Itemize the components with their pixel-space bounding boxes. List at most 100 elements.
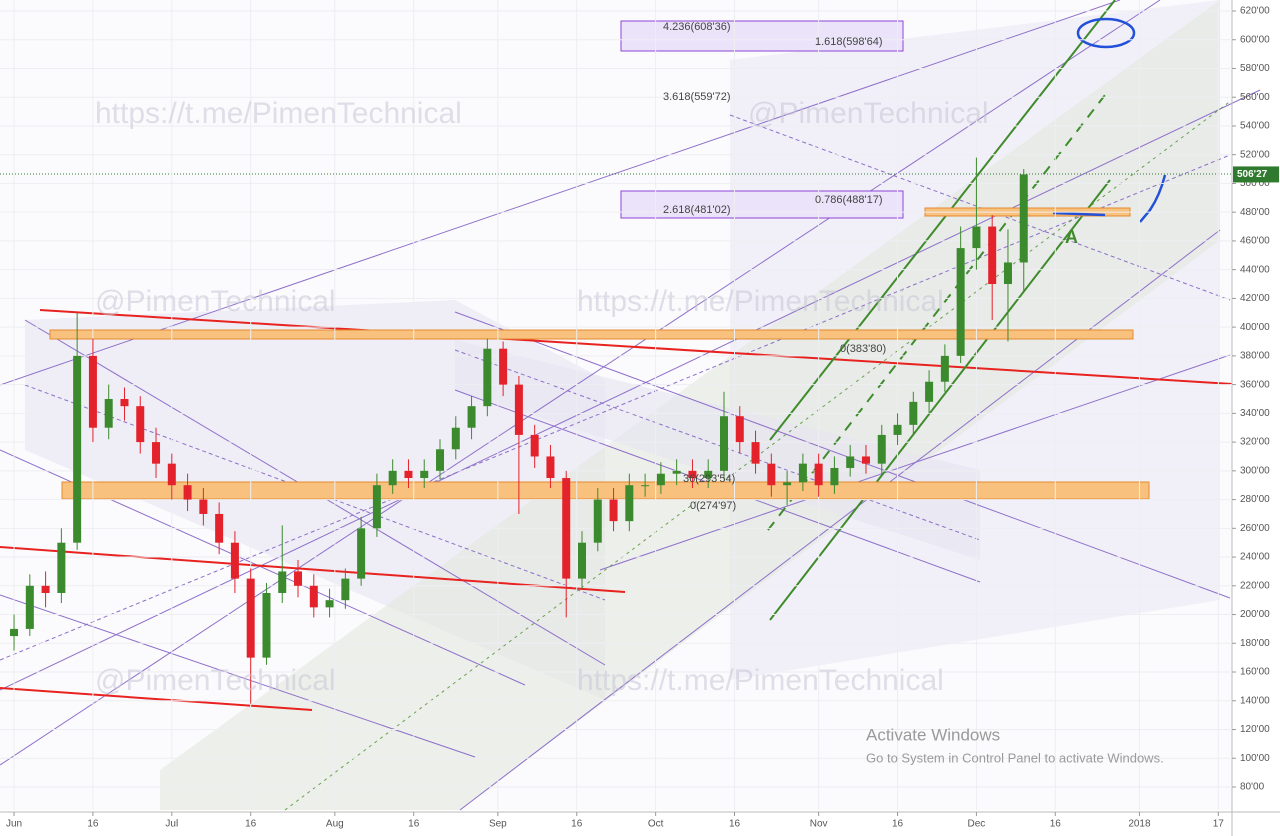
candle-body	[215, 513, 224, 543]
x-tick-label: Nov	[810, 819, 828, 830]
candle-body	[578, 542, 587, 579]
y-tick-label: 80'00	[1240, 782, 1265, 793]
x-tick-label: Aug	[326, 819, 344, 830]
candle-body	[656, 473, 665, 486]
y-tick-label: 400'00	[1240, 322, 1270, 333]
candle-body	[309, 585, 318, 608]
y-tick-label: 540'00	[1240, 121, 1270, 132]
y-tick-label: 320'00	[1240, 437, 1270, 448]
notice-title: Activate Windows	[866, 725, 1000, 744]
candle-body	[972, 226, 981, 249]
y-tick-label: 160'00	[1240, 667, 1270, 678]
y-tick-label: 120'00	[1240, 724, 1270, 735]
fib-label: 3.618(559'72)	[663, 91, 731, 103]
candle-body	[814, 463, 823, 486]
y-tick-label: 480'00	[1240, 207, 1270, 218]
candle-body	[672, 470, 681, 474]
candle-body	[246, 578, 255, 658]
watermark: https://t.me/PimenTechnical	[577, 285, 944, 318]
candle-body	[57, 542, 66, 593]
candle-body	[877, 434, 886, 464]
y-tick-label: 140'00	[1240, 695, 1270, 706]
y-tick-label: 500'00	[1240, 178, 1270, 189]
y-tick-label: 460'00	[1240, 236, 1270, 247]
annotations: 4.236(608'36) 1.618(598'64) 3.618(559'72…	[95, 21, 1164, 766]
candle-body	[152, 442, 161, 464]
y-tick-label: 220'00	[1240, 580, 1270, 591]
y-tick-label: 340'00	[1240, 408, 1270, 419]
fib-label: 4.236(608'36)	[663, 21, 731, 33]
candle-body	[199, 499, 208, 514]
y-tick-label: 600'00	[1240, 34, 1270, 45]
candle-body	[230, 542, 239, 579]
y-tick-label: 260'00	[1240, 523, 1270, 534]
candle-body	[73, 355, 82, 543]
candle-body	[372, 485, 381, 529]
fib-label: 1.618(598'64)	[815, 36, 883, 48]
candle-body	[451, 427, 460, 450]
x-tick-label: Dec	[968, 819, 986, 830]
x-tick-label: 16	[87, 819, 99, 830]
x-tick-label: Oct	[648, 819, 664, 830]
candle-body	[641, 485, 650, 487]
candle-body	[530, 434, 539, 457]
y-tick-label: 560'00	[1240, 92, 1270, 103]
candle-body	[546, 456, 555, 479]
candle-body	[514, 384, 523, 435]
candle-body	[325, 600, 334, 608]
candle-body	[294, 571, 303, 586]
candle-body	[783, 482, 792, 486]
fib-label: 0.786(488'17)	[815, 194, 883, 206]
fib-label: 0(274'97)	[690, 500, 736, 512]
last-price-label: 506'27	[1237, 169, 1268, 180]
candle-body	[861, 456, 870, 464]
fib-label: 2.618(481'02)	[663, 204, 731, 216]
watermark: @PimenTechnical	[95, 664, 336, 697]
candle-body	[625, 485, 634, 522]
x-tick-label: 17	[1213, 819, 1225, 830]
watermark: https://t.me/PimenTechnical	[577, 664, 944, 697]
candle-body	[688, 470, 697, 479]
candle-body	[593, 499, 602, 543]
candle-body	[719, 416, 728, 471]
candle-body	[1019, 174, 1028, 263]
candle-body	[357, 528, 366, 579]
candle-body	[167, 463, 176, 486]
x-tick-label: 16	[408, 819, 420, 830]
x-tick-label: 16	[892, 819, 904, 830]
candle-body	[88, 355, 97, 428]
candle-body	[735, 416, 744, 443]
candle-body	[909, 401, 918, 425]
candle-body	[751, 442, 760, 464]
candle-body	[609, 499, 618, 522]
y-tick-label: 580'00	[1240, 63, 1270, 74]
y-tick-label: 100'00	[1240, 753, 1270, 764]
x-tick-label: 16	[729, 819, 741, 830]
candle-body	[25, 585, 34, 629]
candle-body	[956, 248, 965, 356]
candle-body	[104, 398, 113, 428]
candle-body	[41, 585, 50, 593]
y-tick-label: 200'00	[1240, 609, 1270, 620]
candle-body	[262, 592, 271, 658]
y-tick-label: 360'00	[1240, 379, 1270, 390]
watermark: https://t.me/PimenTechnical	[95, 97, 462, 130]
candle-body	[562, 478, 571, 579]
candle-body	[767, 463, 776, 486]
candle-body	[893, 424, 902, 435]
candle-body	[940, 355, 949, 382]
candle-body	[704, 470, 713, 479]
candle-body	[436, 449, 445, 471]
candle-body	[798, 463, 807, 483]
watermark: @PimenTechnical	[748, 97, 989, 130]
candle-body	[420, 470, 429, 479]
y-tick-label: 420'00	[1240, 293, 1270, 304]
candle-body	[341, 578, 350, 601]
x-tick-label: 16	[245, 819, 257, 830]
y-tick-label: 280'00	[1240, 494, 1270, 505]
x-tick-label: Sep	[489, 819, 507, 830]
last-price-box	[1233, 166, 1279, 183]
candles	[10, 157, 1028, 704]
